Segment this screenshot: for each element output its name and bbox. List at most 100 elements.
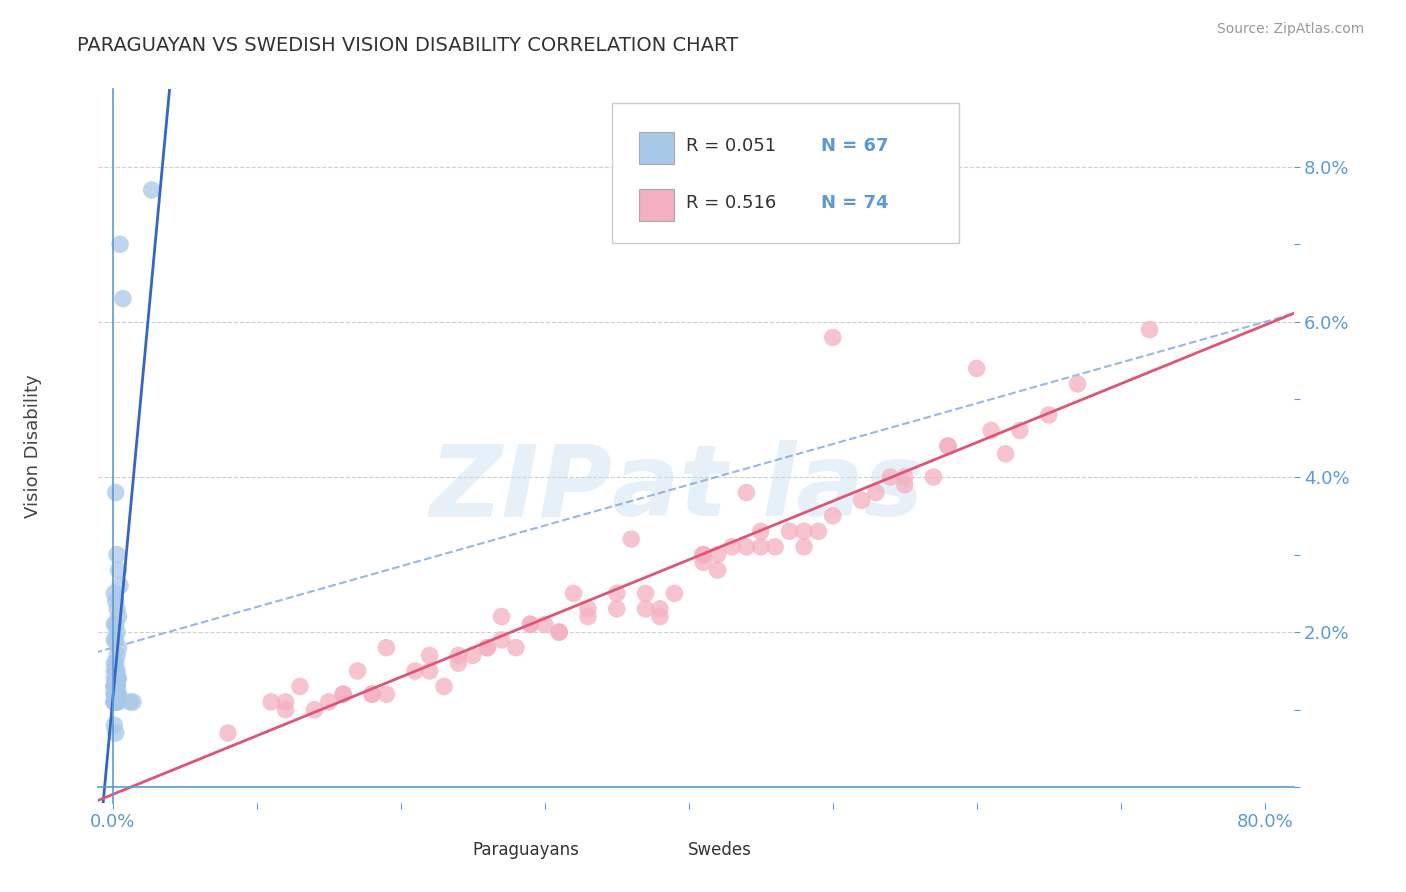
Point — [548, 625, 571, 640]
Point — [361, 687, 384, 701]
Point — [749, 524, 772, 539]
Point — [105, 664, 128, 678]
Point — [105, 687, 128, 701]
Point — [1038, 408, 1060, 422]
Point — [893, 470, 915, 484]
Text: N = 74: N = 74 — [821, 194, 889, 212]
Point — [1066, 376, 1088, 391]
Point — [103, 695, 125, 709]
Point — [104, 672, 127, 686]
Point — [821, 508, 844, 523]
Point — [103, 695, 125, 709]
Point — [111, 292, 134, 306]
Point — [107, 687, 129, 701]
Point — [735, 485, 758, 500]
Point — [104, 687, 127, 701]
Point — [318, 695, 340, 709]
Point — [122, 695, 145, 709]
Point — [477, 640, 499, 655]
Point — [576, 602, 599, 616]
Point — [606, 586, 628, 600]
Point — [821, 330, 844, 344]
Text: PARAGUAYAN VS SWEDISH VISION DISABILITY CORRELATION CHART: PARAGUAYAN VS SWEDISH VISION DISABILITY … — [77, 36, 738, 54]
Point — [104, 695, 127, 709]
Point — [108, 237, 131, 252]
Point — [721, 540, 744, 554]
Point — [104, 687, 127, 701]
Point — [104, 680, 127, 694]
Point — [274, 703, 297, 717]
Point — [807, 524, 830, 539]
Point — [103, 695, 125, 709]
Text: Source: ZipAtlas.com: Source: ZipAtlas.com — [1216, 22, 1364, 37]
Point — [103, 617, 125, 632]
Point — [104, 695, 127, 709]
Text: Swedes: Swedes — [688, 841, 751, 859]
Point — [893, 477, 915, 491]
Point — [533, 617, 555, 632]
Point — [105, 548, 128, 562]
Point — [361, 687, 384, 701]
Point — [375, 640, 398, 655]
Point — [104, 664, 127, 678]
Point — [103, 695, 125, 709]
Point — [105, 680, 128, 694]
Point — [217, 726, 239, 740]
Point — [865, 485, 887, 500]
Point — [288, 680, 311, 694]
Point — [634, 602, 657, 616]
Point — [1139, 323, 1161, 337]
Point — [793, 540, 815, 554]
Point — [105, 680, 128, 694]
Point — [107, 640, 129, 655]
Point — [648, 602, 671, 616]
Point — [692, 548, 714, 562]
FancyBboxPatch shape — [613, 103, 959, 243]
Point — [104, 664, 127, 678]
Point — [103, 687, 125, 701]
Point — [648, 609, 671, 624]
Point — [104, 656, 127, 670]
Point — [105, 695, 128, 709]
Point — [763, 540, 786, 554]
Point — [104, 680, 127, 694]
Point — [936, 439, 959, 453]
Point — [105, 695, 128, 709]
Point — [375, 687, 398, 701]
Point — [735, 540, 758, 554]
Point — [706, 563, 728, 577]
Point — [994, 447, 1017, 461]
Point — [260, 695, 283, 709]
Point — [103, 586, 125, 600]
Text: at las: at las — [613, 441, 924, 537]
Point — [879, 470, 901, 484]
Point — [793, 524, 815, 539]
Bar — [648, 840, 678, 862]
Point — [104, 485, 127, 500]
Point — [419, 648, 441, 663]
Point — [332, 687, 354, 701]
Point — [576, 609, 599, 624]
Point — [505, 640, 527, 655]
Point — [433, 680, 456, 694]
Point — [105, 687, 128, 701]
Point — [103, 695, 125, 709]
Point — [103, 664, 125, 678]
Point — [749, 540, 772, 554]
Point — [304, 703, 326, 717]
Text: ZIP: ZIP — [429, 441, 613, 537]
Point — [922, 470, 945, 484]
Point — [104, 726, 127, 740]
Text: N = 67: N = 67 — [821, 137, 889, 155]
Point — [103, 680, 125, 694]
Point — [104, 680, 127, 694]
Point — [107, 609, 129, 624]
Point — [664, 586, 686, 600]
Point — [851, 493, 873, 508]
Point — [103, 656, 125, 670]
Point — [634, 586, 657, 600]
Point — [966, 361, 988, 376]
Point — [477, 640, 499, 655]
Point — [1008, 424, 1031, 438]
Point — [491, 632, 513, 647]
